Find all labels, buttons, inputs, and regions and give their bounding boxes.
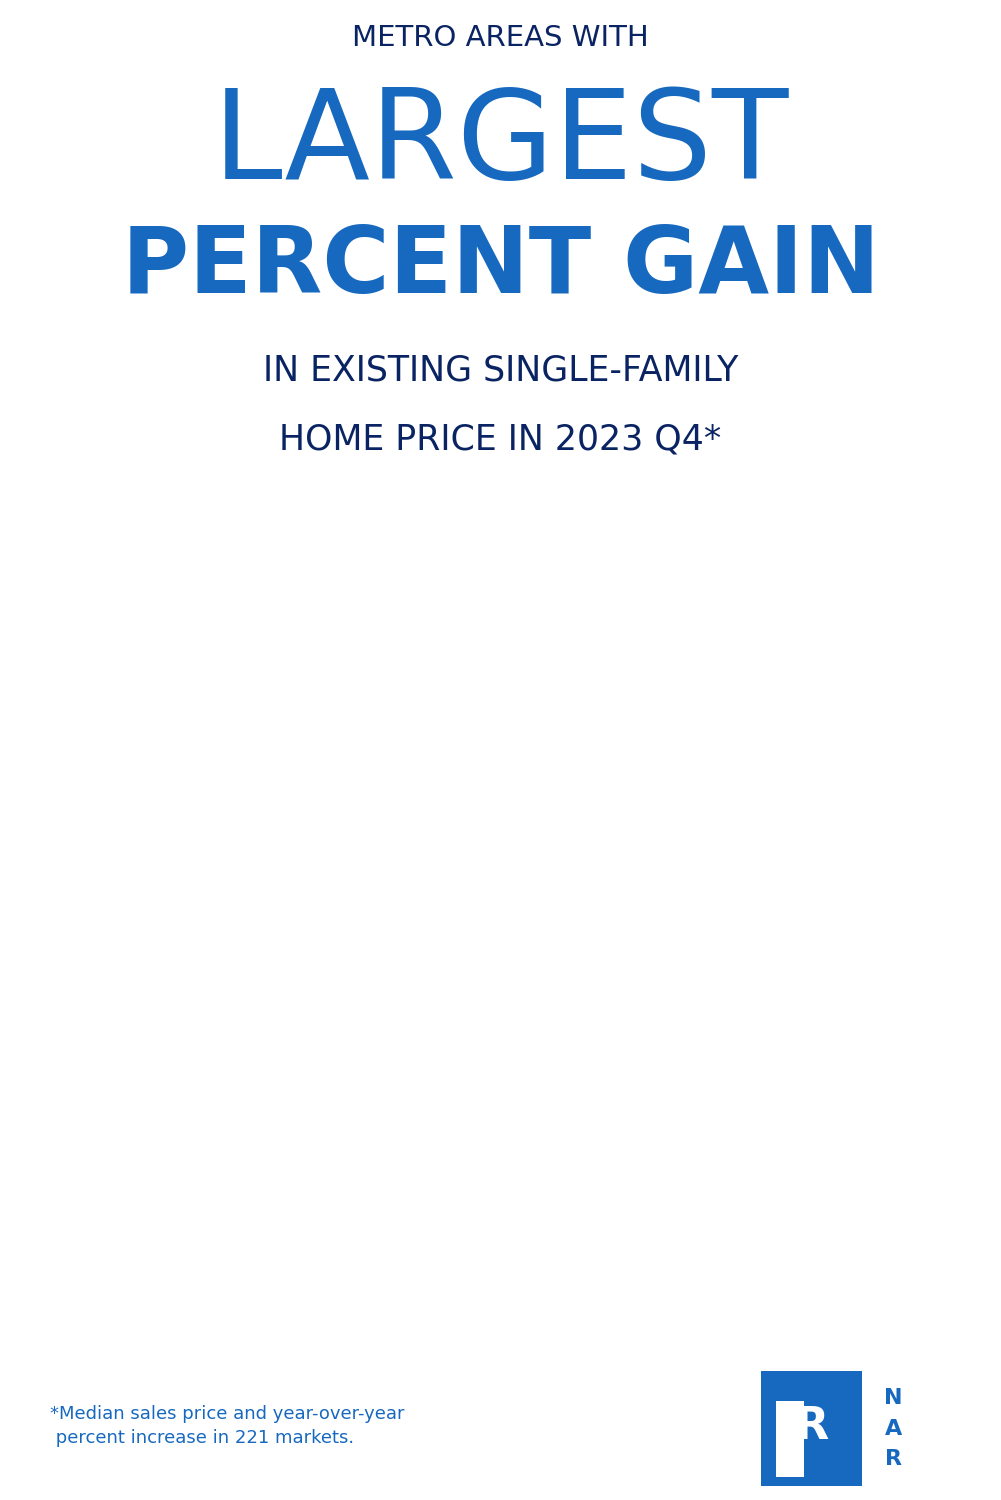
Text: IN EXISTING SINGLE-FAMILY: IN EXISTING SINGLE-FAMILY [263, 354, 738, 388]
Text: LARGEST: LARGEST [212, 84, 789, 204]
Text: *Median sales price and year-over-year
 percent increase in 221 markets.: *Median sales price and year-over-year p… [50, 1406, 404, 1446]
Text: HOME PRICE IN 2023 Q4*: HOME PRICE IN 2023 Q4* [279, 423, 722, 456]
FancyBboxPatch shape [761, 1371, 862, 1486]
Text: PERCENT GAIN: PERCENT GAIN [121, 222, 880, 312]
Text: R: R [795, 1404, 829, 1447]
Text: N: N [884, 1388, 903, 1408]
Text: A: A [885, 1419, 902, 1438]
Text: R: R [885, 1449, 902, 1470]
FancyBboxPatch shape [777, 1401, 804, 1478]
Text: METRO AREAS WITH: METRO AREAS WITH [352, 24, 649, 52]
